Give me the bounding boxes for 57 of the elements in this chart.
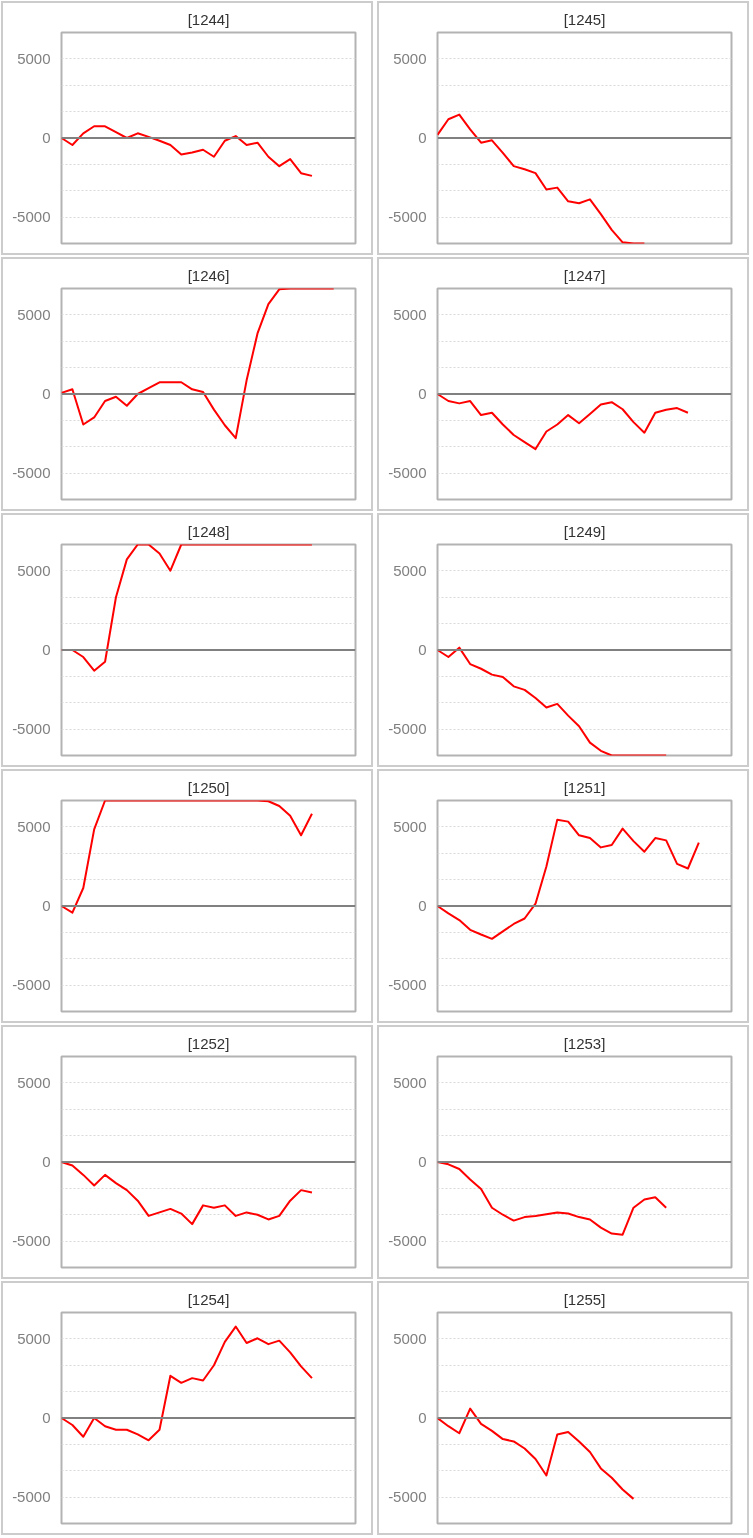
y-tick-label: 0 <box>418 641 427 658</box>
line-series <box>61 1161 313 1226</box>
chart-title: [1246] <box>187 266 230 284</box>
chart-title: [1244] <box>187 10 230 28</box>
y-tick-label: -5000 <box>388 1488 427 1506</box>
chart-title: [1252] <box>187 1034 230 1052</box>
y-tick-label: -5000 <box>388 976 427 994</box>
y-tick-label: 5000 <box>17 1329 51 1347</box>
y-tick-label: 5000 <box>393 49 427 67</box>
line-series <box>437 1407 635 1500</box>
y-tick-label: -5000 <box>12 1232 51 1250</box>
line-series <box>437 393 689 451</box>
chart-title: [1254] <box>187 1290 230 1308</box>
y-tick-label: 0 <box>42 129 51 146</box>
chart-title: [1247] <box>563 266 606 284</box>
line-series <box>61 288 335 440</box>
line-series <box>61 800 313 914</box>
y-tick-label: -5000 <box>388 208 427 226</box>
line-series <box>61 1325 313 1442</box>
y-tick-label: 5000 <box>393 1329 427 1347</box>
y-tick-label: 5000 <box>393 305 427 323</box>
y-tick-label: -5000 <box>12 208 51 226</box>
chart-title: [1245] <box>563 10 606 28</box>
y-tick-label: 5000 <box>17 561 51 579</box>
chart-title: [1248] <box>187 522 230 540</box>
y-tick-label: 0 <box>418 385 427 402</box>
y-tick-label: -5000 <box>388 720 427 738</box>
y-tick-label: 5000 <box>17 1073 51 1091</box>
y-tick-label: 5000 <box>17 305 51 323</box>
y-tick-label: -5000 <box>12 464 51 482</box>
y-tick-label: 5000 <box>393 561 427 579</box>
y-tick-label: -5000 <box>388 464 427 482</box>
y-tick-label: -5000 <box>12 1488 51 1506</box>
line-series <box>61 125 313 177</box>
chart-title: [1253] <box>563 1034 606 1052</box>
y-tick-label: 0 <box>418 1153 427 1170</box>
y-tick-label: 0 <box>418 1409 427 1426</box>
line-series <box>437 818 700 940</box>
y-tick-label: 5000 <box>17 49 51 67</box>
y-tick-label: 5000 <box>393 1073 427 1091</box>
y-tick-label: 0 <box>42 641 51 658</box>
y-tick-label: -5000 <box>12 720 51 738</box>
y-tick-label: 0 <box>42 897 51 914</box>
y-tick-label: 0 <box>418 129 427 146</box>
y-tick-label: 0 <box>42 1409 51 1426</box>
line-series <box>437 1161 668 1236</box>
chart-title: [1250] <box>187 778 230 796</box>
y-tick-label: -5000 <box>388 1232 427 1250</box>
chart-title: [1255] <box>563 1290 606 1308</box>
y-tick-label: 0 <box>42 1153 51 1170</box>
y-tick-label: -5000 <box>12 976 51 994</box>
chart-title: [1251] <box>563 778 606 796</box>
y-tick-label: 5000 <box>17 817 51 835</box>
y-tick-label: 5000 <box>393 817 427 835</box>
chart-title: [1249] <box>563 522 606 540</box>
y-tick-label: 0 <box>42 385 51 402</box>
y-tick-label: 0 <box>418 897 427 914</box>
